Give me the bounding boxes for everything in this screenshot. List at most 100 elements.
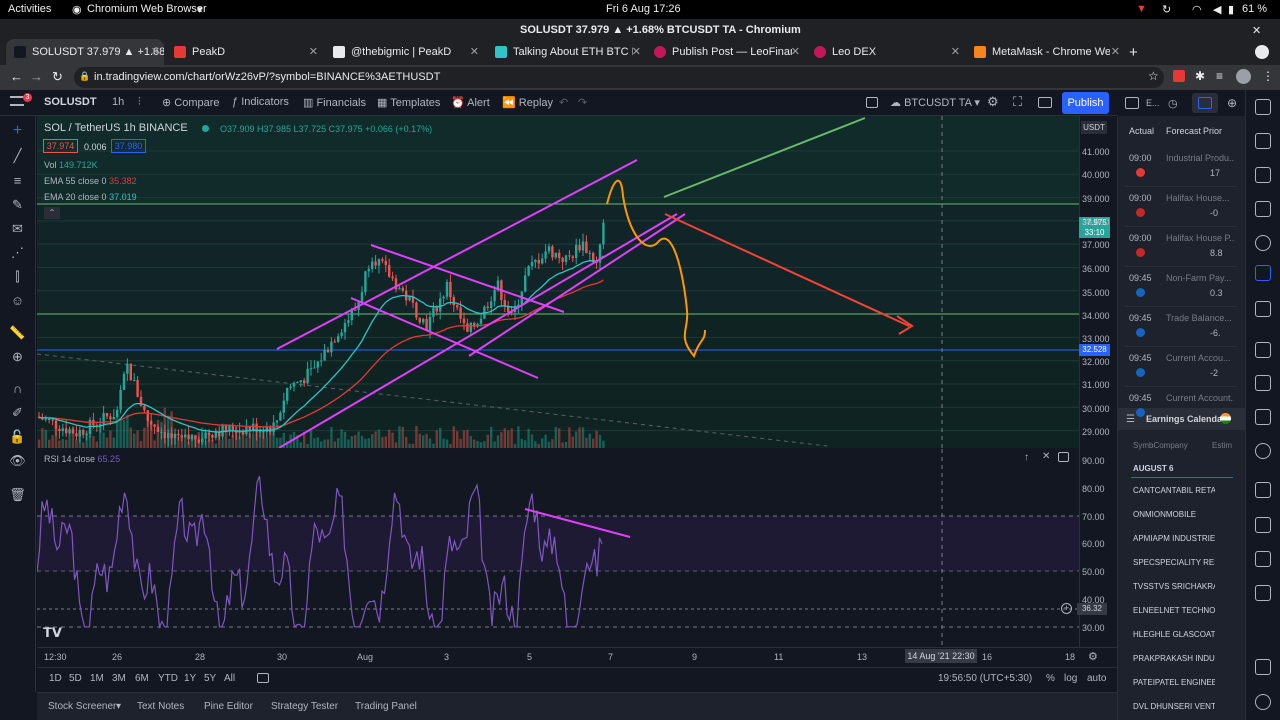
settings-gear-icon[interactable]: ⚙ [987, 94, 999, 109]
event-name[interactable]: Non-Farm Pay... [1166, 273, 1232, 283]
event-name[interactable]: Trade Balance... [1166, 313, 1232, 323]
trend-line-icon[interactable]: ╱ [13, 148, 22, 163]
col-actual[interactable]: Actual [1129, 126, 1155, 136]
chevron-down-icon[interactable]: ▾ [116, 701, 122, 712]
prediction-tool-icon[interactable]: ⫿ [15, 269, 20, 284]
tab-talking-eth[interactable]: Talking About ETH BTC Lo ✕ [487, 39, 645, 65]
help-icon[interactable] [1255, 659, 1271, 675]
new-tab-icon[interactable]: + [1129, 44, 1138, 61]
redo-icon[interactable]: ↷ [578, 97, 588, 109]
close-tab-icon[interactable]: ✕ [469, 46, 479, 58]
event-time[interactable]: 09:45 [1129, 273, 1152, 283]
tab-solusdt[interactable]: SOLUSDT 37.979 ▲ +1.68% ✕ [6, 39, 164, 65]
indicators-button[interactable]: ƒ Indicators [232, 96, 289, 108]
symbol-search[interactable]: SOLUSDT [44, 96, 97, 108]
earnings-row[interactable]: PRAKPRAKASH INDUS [1133, 654, 1215, 663]
event-time[interactable]: 09:45 [1129, 313, 1152, 323]
range-button-ytd[interactable]: YTD [158, 673, 178, 684]
range-button-3m[interactable]: 3M [112, 673, 126, 684]
event-time[interactable]: 09:00 [1129, 193, 1152, 203]
event-time[interactable]: 09:45 [1129, 353, 1152, 363]
earnings-row[interactable]: SPECSPECIALITY RES [1133, 558, 1215, 567]
economic-calendar-icon[interactable] [1255, 265, 1271, 281]
earnings-row[interactable]: ONMIONMOBILE [1133, 510, 1197, 519]
lock-drawings-icon[interactable]: 🔓 [9, 429, 26, 444]
rsi-legend[interactable]: RSI 14 close 65.25 [44, 454, 121, 464]
lock-icon[interactable]: 🔒 [79, 71, 91, 81]
notifications-icon[interactable] [1255, 443, 1271, 459]
media-controls-icon[interactable]: ≡ [1216, 69, 1224, 83]
financials-button[interactable]: ▥ Financials [303, 97, 366, 109]
go-to-date-icon[interactable] [257, 673, 269, 683]
hamburger-menu-icon[interactable] [10, 96, 24, 106]
undo-icon[interactable]: ↶ [559, 97, 569, 109]
close-tab-icon[interactable]: ✕ [631, 46, 641, 58]
close-tab-icon[interactable]: ✕ [308, 46, 318, 58]
rsi-pane[interactable] [37, 449, 1079, 645]
globe-icon[interactable]: ⊕ [1227, 96, 1238, 110]
earnings-row[interactable]: TVSSTVS SRICHAKRA [1133, 582, 1215, 591]
icons-tool-icon[interactable]: ☺ [10, 293, 25, 308]
profile-avatar[interactable] [1236, 69, 1251, 84]
col-forecast[interactable]: Forecast [1166, 126, 1202, 136]
compare-button[interactable]: ⊕ Compare [162, 97, 220, 109]
close-tab-icon[interactable]: ✕ [790, 46, 800, 58]
event-time[interactable]: 09:00 [1129, 233, 1152, 243]
close-pane-icon[interactable]: ✕ [1042, 451, 1051, 462]
interval-selector[interactable]: 1h [112, 96, 125, 108]
reload-icon[interactable]: ↻ [52, 69, 63, 84]
url-input[interactable]: in.tradingview.com/chart/orWz26vP/?symbo… [74, 67, 1164, 88]
earnings-row[interactable]: ELNEELNET TECHNOL [1133, 606, 1215, 615]
back-icon[interactable]: ← [10, 69, 23, 84]
event-name[interactable]: Industrial Produ... [1166, 153, 1234, 163]
range-button-6m[interactable]: 6M [135, 673, 149, 684]
tab-publish-post[interactable]: Publish Post — LeoFinanc ✕ [646, 39, 804, 65]
close-tab-icon[interactable]: ✕ [150, 46, 160, 58]
extension-icon[interactable] [1173, 70, 1185, 82]
candle-type-icon[interactable]: ⫶ [138, 96, 141, 108]
move-pane-up-icon[interactable]: ↑ [1024, 452, 1029, 463]
publish-button[interactable]: Publish [1062, 92, 1109, 114]
range-button-all[interactable]: All [224, 673, 236, 684]
close-window-icon[interactable]: ✕ [1252, 25, 1262, 37]
range-button-5y[interactable]: 5Y [204, 673, 217, 684]
tab-leo-dex[interactable]: Leo DEX ✕ [806, 39, 964, 65]
add-plus-icon[interactable]: + [1061, 603, 1072, 614]
ruler-icon[interactable]: 📏 [9, 325, 26, 340]
watchlist-icon[interactable] [1255, 99, 1271, 115]
range-button-1m[interactable]: 1M [90, 673, 104, 684]
earnings-col-symbol[interactable]: SymbCompany [1133, 441, 1188, 450]
event-name[interactable]: Halifax House P... [1166, 233, 1234, 243]
replay-button[interactable]: ⏪ Replay [502, 97, 554, 109]
close-tab-icon[interactable]: ✕ [1110, 46, 1120, 58]
trash-icon[interactable]: 🗑 [9, 487, 26, 502]
chat-icon[interactable] [1255, 342, 1271, 358]
price-chart[interactable] [37, 116, 1079, 448]
hide-drawings-icon[interactable]: 👁 [9, 453, 26, 468]
tab-metamask[interactable]: MetaMask - Chrome Web ✕ [966, 39, 1124, 65]
earnings-row[interactable]: PATEIPATEL ENGINEEF [1133, 678, 1215, 687]
currency-label[interactable]: USDT [1081, 121, 1107, 134]
history-icon[interactable]: ◷ [1168, 98, 1178, 110]
brush-icon[interactable]: ✎ [12, 197, 23, 212]
alerts-clock-icon[interactable] [1255, 133, 1271, 149]
layout-grid-icon[interactable] [866, 97, 878, 108]
tab-search-icon[interactable] [1255, 45, 1269, 59]
earnings-row[interactable]: CANTCANTABIL RETAI [1133, 486, 1215, 495]
browser-menu-icon[interactable]: ⋮ [1262, 69, 1274, 83]
time-axis[interactable] [37, 647, 1117, 667]
fib-retracement-icon[interactable]: ≡ [13, 173, 22, 188]
app-menu[interactable]: Chromium Web Browser [87, 3, 207, 15]
bottom-tab-2[interactable]: Pine Editor [204, 701, 253, 712]
tab-thebigmic[interactable]: @thebigmic | PeakD ✕ [325, 39, 483, 65]
earnings-row[interactable]: APMIAPM INDUSTRIES [1133, 534, 1215, 543]
price-axis[interactable] [1079, 116, 1117, 647]
ema20-legend[interactable]: EMA 20 close 0 37.019 [44, 192, 137, 202]
calendar-tab[interactable]: E... [1146, 98, 1160, 108]
buy-price-button[interactable]: 37.980 [111, 139, 146, 153]
layers-icon[interactable] [1255, 585, 1271, 601]
news-icon[interactable] [1255, 409, 1271, 425]
bottom-tab-0[interactable]: Stock Screener [48, 701, 117, 712]
alert-button[interactable]: ⏰ Alert [451, 97, 490, 109]
event-name[interactable]: Halifax House... [1166, 193, 1230, 203]
